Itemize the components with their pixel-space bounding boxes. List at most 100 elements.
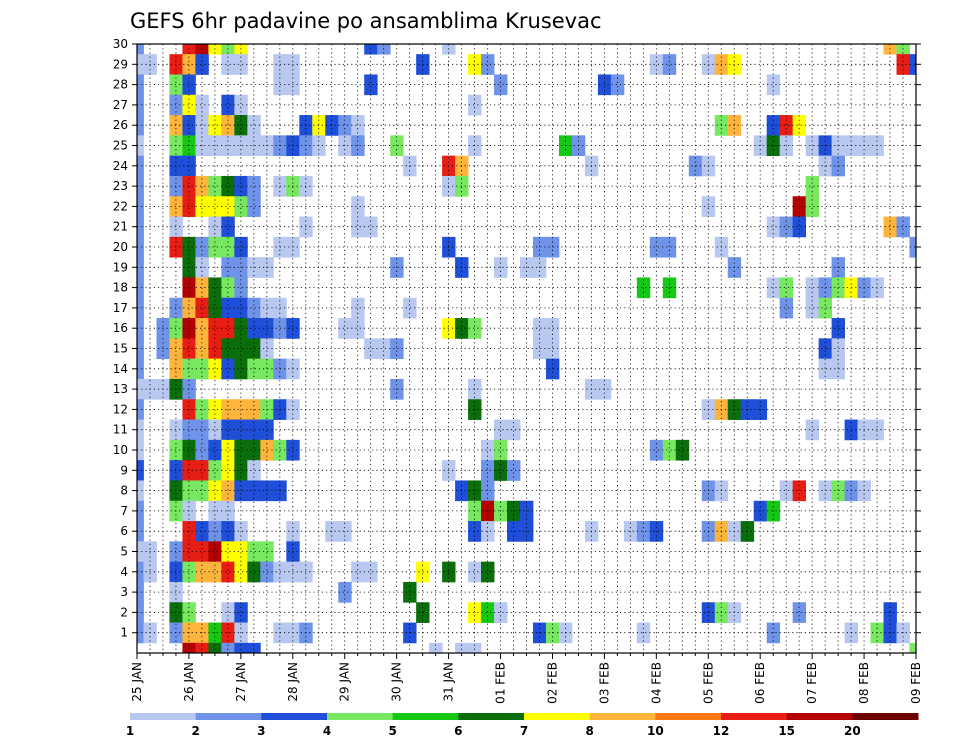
precip-cell <box>182 236 196 258</box>
precip-cell <box>195 338 209 360</box>
precip-cell <box>137 602 144 623</box>
precip-cell <box>247 175 261 197</box>
precip-cell <box>169 115 183 136</box>
precip-cell <box>909 236 917 258</box>
colorbar-label: 6 <box>454 724 462 738</box>
precip-cell <box>169 297 183 319</box>
precip-cell <box>208 358 222 380</box>
precip-cell <box>260 439 274 461</box>
colorbar-legend: 1 2 3 4 5 6 7 8 10 12 15 20 <box>126 713 919 738</box>
y-tick-label: 6 <box>120 524 128 538</box>
precip-cell <box>137 318 144 339</box>
x-tick-label: 01 FEB <box>494 662 508 704</box>
precip-cell <box>234 602 248 623</box>
precip-cell <box>234 642 248 654</box>
precip-cell <box>805 297 820 319</box>
precip-cell <box>247 642 261 654</box>
precip-cell <box>182 74 196 96</box>
precip-cell <box>234 419 248 441</box>
precip-cell <box>779 297 794 319</box>
precip-cell <box>662 54 677 75</box>
precip-cell <box>468 642 482 654</box>
precip-cell <box>247 541 261 563</box>
precip-cell <box>208 642 222 654</box>
precip-cell <box>137 236 144 258</box>
y-axis: 1234567891011121314151617181920212223242… <box>113 37 921 640</box>
precip-cell <box>429 642 443 654</box>
precip-cell <box>766 216 781 238</box>
precip-cell <box>351 297 365 319</box>
precip-cell <box>208 419 222 441</box>
precip-cell <box>364 216 378 238</box>
precip-cell <box>182 541 196 563</box>
precip-cell <box>195 318 209 339</box>
y-tick-label: 8 <box>120 484 128 498</box>
x-tick-label: 28 JAN <box>286 662 300 702</box>
y-tick-label: 26 <box>113 118 128 132</box>
precip-cell <box>208 460 222 481</box>
colorbar-swatch <box>130 713 197 720</box>
precip-cell <box>208 216 222 238</box>
precip-cell <box>234 94 248 116</box>
precip-cell <box>195 541 209 563</box>
precip-cell <box>468 94 482 116</box>
precip-cell <box>481 460 495 481</box>
precip-cell <box>221 94 235 116</box>
precip-cell <box>545 236 560 258</box>
precip-cell <box>169 175 183 197</box>
colorbar-swatch <box>458 713 525 720</box>
precip-cell <box>234 54 248 75</box>
precip-cell <box>182 561 196 583</box>
y-tick-label: 14 <box>113 362 128 376</box>
precip-cell <box>532 338 547 360</box>
precip-cell <box>364 561 378 583</box>
precip-cell <box>182 115 196 136</box>
precip-cell <box>818 480 833 502</box>
x-tick-label: 26 JAN <box>182 662 196 702</box>
y-tick-label: 17 <box>113 301 128 315</box>
precip-cell <box>208 175 222 197</box>
precip-cell <box>195 175 209 197</box>
precip-cell <box>766 115 781 136</box>
precip-cell <box>481 439 495 461</box>
colorbar-label: 10 <box>647 724 664 738</box>
precip-cell <box>182 297 196 319</box>
precip-cell <box>221 297 235 319</box>
precip-cell <box>377 338 391 360</box>
y-tick-label: 7 <box>120 504 128 518</box>
precip-cell <box>468 602 482 623</box>
precip-cell <box>675 439 690 461</box>
precip-cell <box>260 541 274 563</box>
y-tick-label: 21 <box>113 220 128 234</box>
precip-cell <box>195 480 209 502</box>
precip-cell <box>169 480 183 502</box>
precip-cell <box>468 54 482 75</box>
precip-cell <box>169 54 183 75</box>
x-tick-label: 08 FEB <box>857 662 871 704</box>
precip-cell <box>137 439 144 461</box>
precip-cell <box>208 561 222 583</box>
precip-cell <box>455 175 469 197</box>
precip-cell <box>234 439 248 461</box>
precip-cell <box>182 480 196 502</box>
precip-cell <box>545 318 560 339</box>
precip-cell <box>137 419 144 441</box>
precip-cell <box>831 480 845 502</box>
precip-cell <box>182 54 196 75</box>
colorbar-label: 15 <box>778 724 795 738</box>
colorbar-swatch <box>655 713 722 720</box>
precip-cell <box>792 196 807 217</box>
precip-cell <box>221 642 235 654</box>
precip-cell <box>137 135 144 157</box>
precip-cell <box>818 338 833 360</box>
precip-cell <box>610 74 625 96</box>
precip-cell <box>137 297 144 319</box>
precip-cell <box>351 318 365 339</box>
precip-cell <box>195 460 209 481</box>
precip-cell <box>137 94 144 116</box>
precip-cell <box>208 338 222 360</box>
precip-cell <box>455 480 469 502</box>
precip-cell <box>137 480 144 502</box>
precip-cell <box>137 521 144 542</box>
